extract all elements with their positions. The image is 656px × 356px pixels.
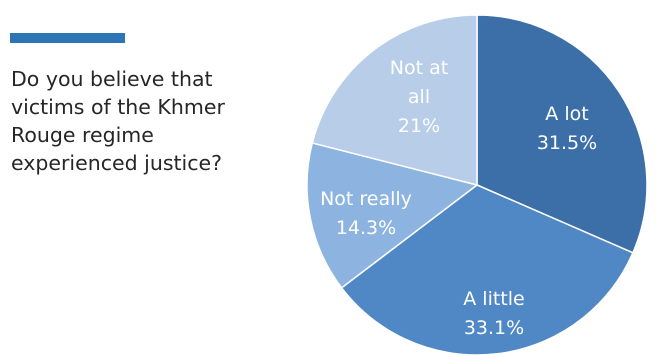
- pie-label-a-little: A little 33.1%: [463, 288, 524, 339]
- pie-slice-not-really: [306, 142, 479, 289]
- pie-label-not-at-all: Not at all 21%: [390, 57, 448, 137]
- pie-slice-a-little: [340, 184, 634, 356]
- question-text: Do you believe that victims of the Khmer…: [11, 67, 225, 175]
- pie-label-a-lot: A lot 31.5%: [537, 103, 597, 154]
- pie-slices: [306, 14, 648, 356]
- pie-label-not-really: Not really 14.3%: [320, 188, 412, 239]
- pie-slice-not-at-all: [311, 14, 478, 186]
- pie-labels: A lot 31.5% A little 33.1% Not really 14.3% No…: [320, 57, 597, 339]
- accent-bar: [10, 33, 125, 43]
- pie-slice-a-lot: [476, 14, 648, 254]
